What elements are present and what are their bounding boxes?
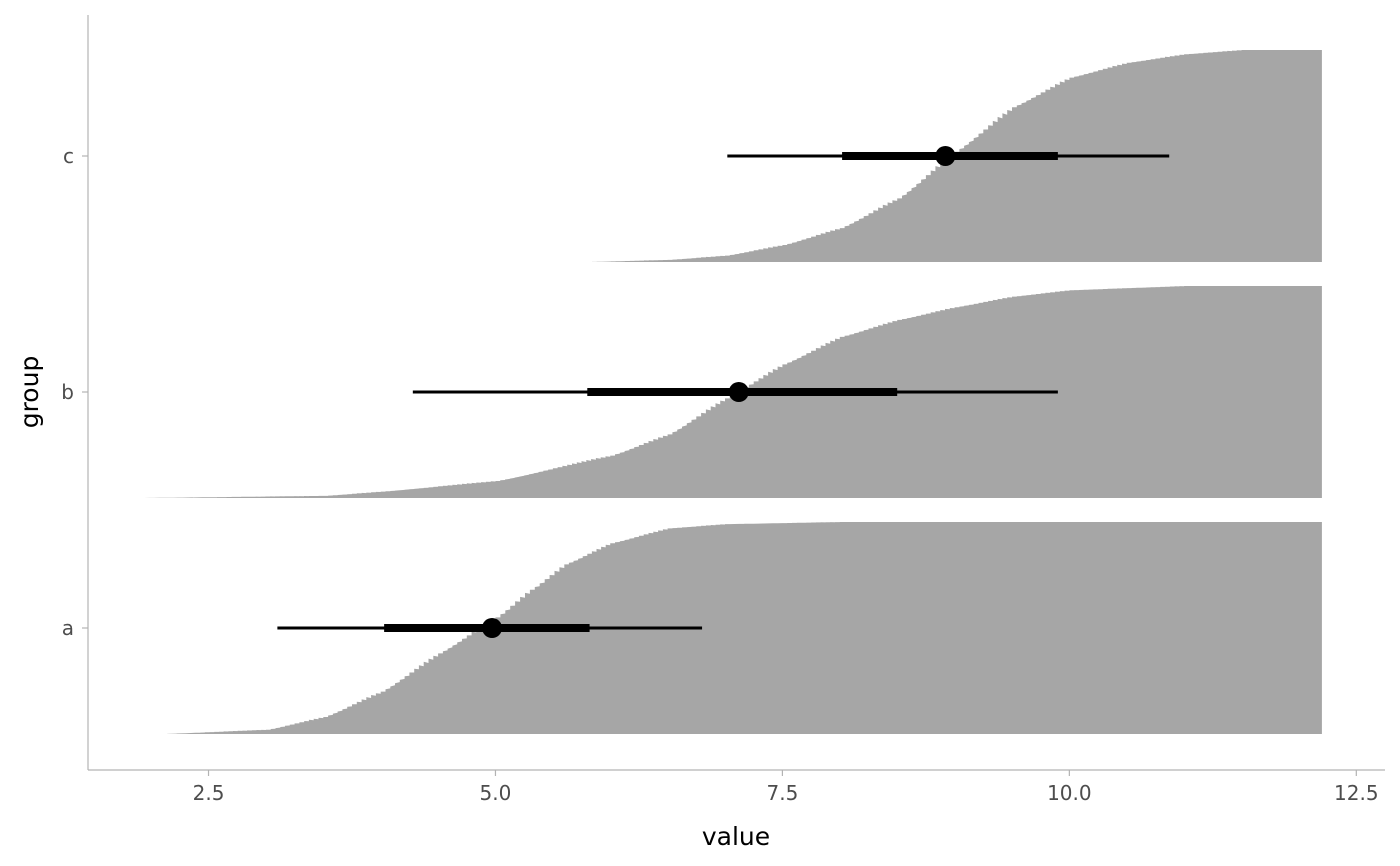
x-ticks: 2.5 5.0 7.5 10.0 12.5 (193, 770, 1379, 805)
y-ticks: a b c (61, 144, 88, 640)
intervals-layer (277, 146, 1170, 638)
y-tick-label: c (63, 144, 74, 168)
median-point-c (935, 146, 956, 166)
y-tick-label: b (61, 380, 74, 404)
x-tick-label: 2.5 (193, 781, 225, 805)
x-tick-label: 10.0 (1047, 781, 1092, 805)
median-point-b (728, 382, 749, 402)
y-axis-title: group (15, 356, 44, 429)
x-tick-label: 7.5 (767, 781, 799, 805)
y-tick-label: a (62, 616, 74, 640)
x-axis-title: value (702, 822, 770, 851)
cdf-ridge-b (139, 286, 1322, 498)
x-tick-label: 12.5 (1334, 781, 1379, 805)
x-tick-label: 5.0 (480, 781, 512, 805)
median-point-a (482, 618, 503, 638)
cdf-ridge-a (162, 522, 1322, 734)
